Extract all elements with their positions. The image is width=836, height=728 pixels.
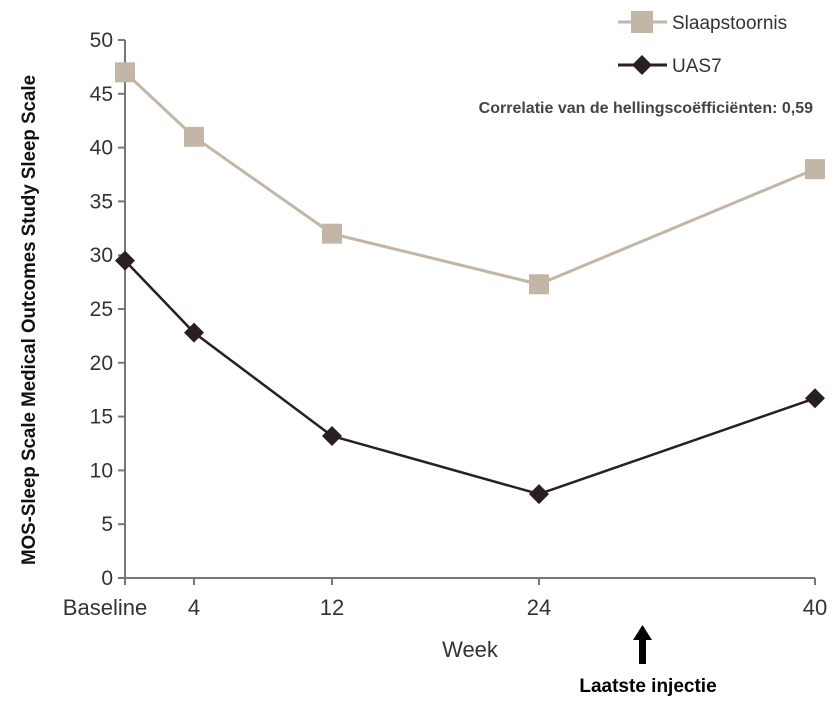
data-point (529, 484, 549, 505)
y-axis-label: MOS-Sleep Scale Medical Outcomes Study S… (19, 75, 40, 565)
axes: 0 5 10 15 20 25 30 35 40 45 50 Baseline 4 12 24 40 (63, 29, 827, 620)
y-tick-label: 20 (90, 352, 113, 375)
data-point (322, 223, 342, 244)
data-point (184, 322, 204, 343)
legend: Slaapstoornis UAS7 (618, 11, 787, 77)
x-tick-label: 12 (320, 595, 344, 620)
x-tick-label: 4 (188, 595, 200, 620)
y-tick-label: 25 (90, 298, 113, 321)
data-point (184, 126, 204, 147)
data-point (805, 159, 825, 180)
legend-label: Slaapstoornis (672, 13, 787, 34)
data-point (529, 274, 549, 295)
series-layer (115, 62, 825, 505)
data-point (115, 250, 135, 271)
y-tick-label: 40 (90, 137, 113, 160)
series-slaapstoornis (115, 62, 825, 295)
y-tick-label: 35 (90, 190, 113, 213)
legend-label: UAS7 (672, 56, 722, 77)
legend-item-slaapstoornis: Slaapstoornis (618, 11, 787, 34)
correlation-annotation: Correlatie van de hellingscoëfficiënten:… (479, 100, 813, 117)
x-tick-label: 40 (803, 595, 827, 620)
y-tick-label: 30 (90, 244, 113, 267)
data-point (805, 388, 825, 409)
series-line (124, 259, 816, 496)
last-injection-label: Laatste injectie (579, 676, 716, 697)
x-axis-label: Week (442, 637, 499, 662)
y-tick-label: 15 (90, 406, 113, 429)
data-point (115, 62, 135, 83)
y-tick-label: 45 (90, 83, 113, 106)
y-tick-label: 5 (101, 513, 113, 536)
y-tick-label: 0 (101, 567, 113, 590)
legend-item-uas7: UAS7 (618, 55, 722, 77)
data-point (322, 425, 342, 446)
y-tick-label: 10 (90, 459, 113, 482)
y-tick-label: 50 (90, 29, 113, 52)
legend-marker (632, 55, 652, 75)
series-uas7 (115, 250, 825, 505)
x-tick-label: Baseline (63, 595, 147, 620)
last-injection-arrow (633, 625, 652, 664)
x-tick-label: 24 (527, 595, 551, 620)
legend-marker (631, 11, 653, 33)
